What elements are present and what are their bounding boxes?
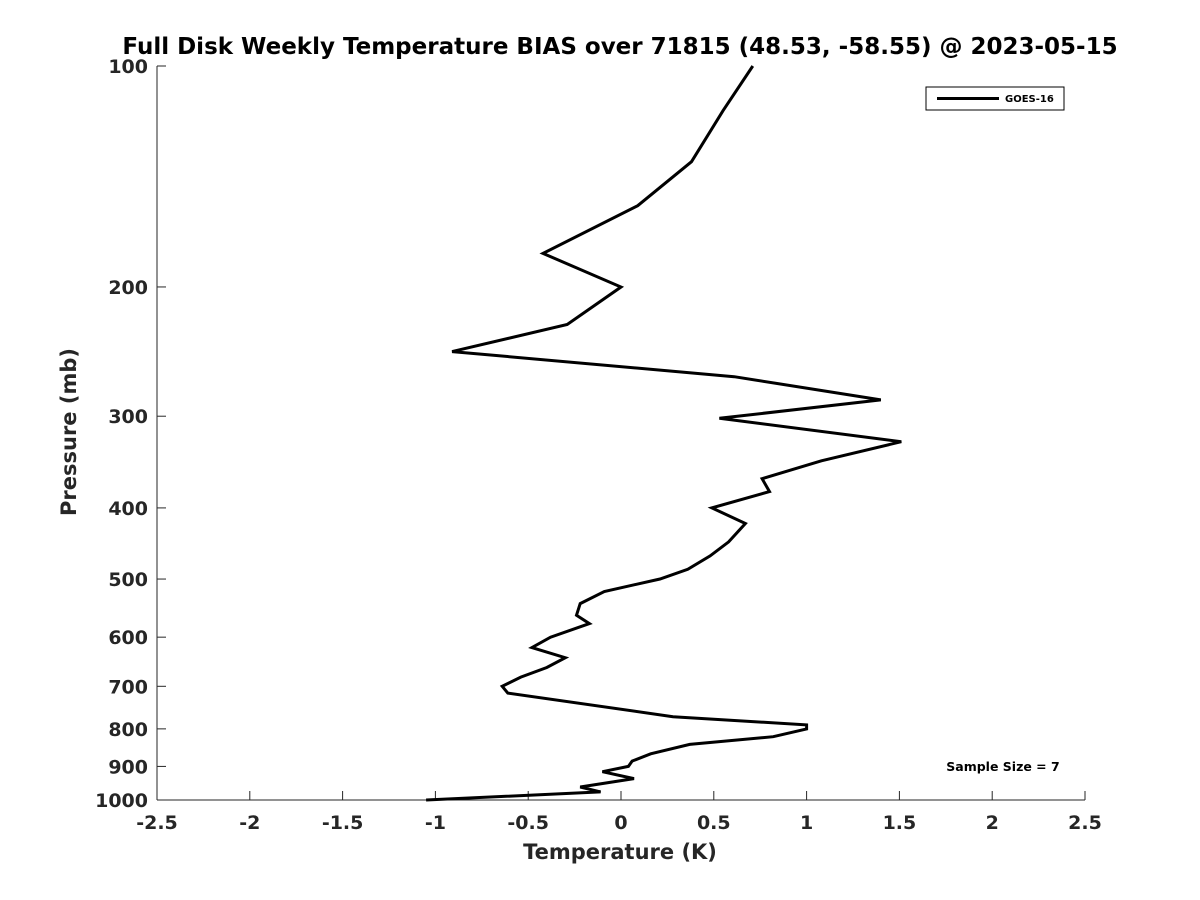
y-tick-label: 200: [108, 277, 148, 299]
sample-size-annotation: Sample Size = 7: [946, 759, 1059, 774]
y-tick-label: 400: [108, 498, 148, 520]
x-tick-label: -1.5: [322, 812, 364, 834]
x-tick-label: -2: [239, 812, 260, 834]
legend-label: GOES-16: [1005, 94, 1054, 105]
plot-area: [426, 65, 902, 802]
y-tick-label: 900: [108, 756, 148, 778]
y-tick-label: 1000: [95, 790, 148, 812]
axes: -2.5 -2 -1.5 -1 -0.5 0 0.5 1 1.5 2 2.5 100 200 300 400…: [95, 56, 1102, 834]
y-tick-label: 500: [108, 569, 148, 591]
x-tick-label: -1: [425, 812, 446, 834]
x-tick-label: -0.5: [507, 812, 549, 834]
legend: GOES-16: [925, 86, 1065, 111]
y-tick-label: 300: [108, 406, 148, 428]
x-axis-title: Temperature (K): [523, 840, 717, 864]
series-line-goes-16: [426, 65, 902, 802]
x-tick-label: 0: [614, 812, 627, 834]
x-tick-label: 0.5: [697, 812, 731, 834]
y-tick-label: 100: [108, 56, 148, 78]
x-tick-label: 1.5: [883, 812, 917, 834]
y-axis-title: Pressure (mb): [57, 348, 81, 516]
x-tick-label: 1: [800, 812, 813, 834]
y-tick-label: 800: [108, 719, 148, 741]
y-tick-label: 700: [108, 676, 148, 698]
x-tick-label: 2: [986, 812, 999, 834]
chart-title: Full Disk Weekly Temperature BIAS over 7…: [122, 34, 1117, 60]
x-tick-label: -2.5: [136, 812, 178, 834]
y-tick-label: 600: [108, 627, 148, 649]
x-tick-label: 2.5: [1068, 812, 1102, 834]
